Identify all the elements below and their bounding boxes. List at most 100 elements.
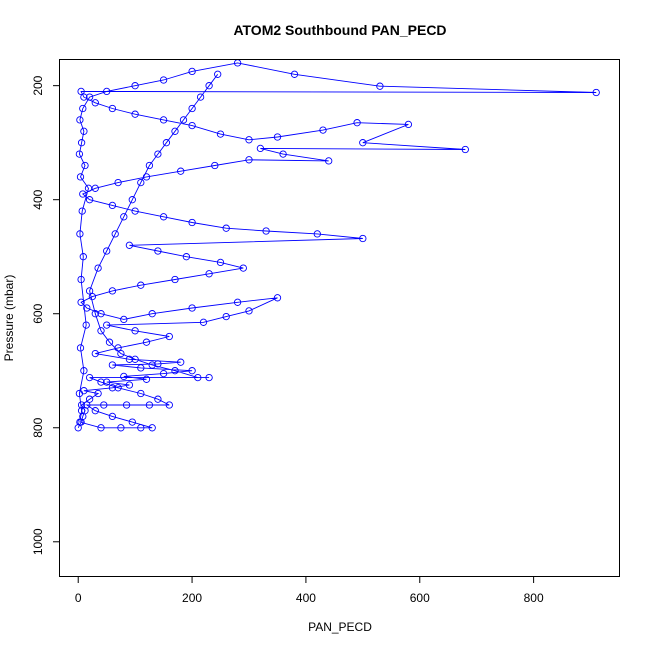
data-point: [120, 213, 128, 221]
data-point: [108, 201, 117, 210]
data-point: [216, 258, 225, 267]
data-point: [233, 298, 242, 306]
data-point: [154, 150, 162, 158]
data-point: [80, 127, 88, 135]
x-tick-label: 800: [524, 591, 544, 605]
data-point: [245, 307, 253, 315]
data-point: [103, 247, 111, 255]
data-point: [188, 304, 196, 312]
data-point: [171, 275, 179, 284]
data-point: [91, 407, 99, 415]
y-tick-label: 800: [31, 417, 45, 437]
data-point: [359, 139, 367, 147]
data-point: [77, 275, 85, 284]
data-point: [245, 136, 253, 144]
y-tick-label: 1000: [31, 528, 45, 555]
data-point: [78, 207, 86, 215]
data-point: [91, 99, 99, 107]
data-point: [205, 82, 213, 90]
data-point: [108, 104, 117, 113]
data-point: [103, 378, 111, 386]
data-point: [117, 349, 125, 358]
data-point: [145, 161, 154, 170]
data-point: [80, 367, 88, 375]
data-point: [404, 120, 413, 129]
data-point: [154, 395, 162, 403]
data-point: [214, 70, 222, 78]
data-point: [76, 418, 84, 426]
data-point: [105, 338, 114, 346]
data-point: [279, 150, 287, 158]
data-point: [145, 401, 154, 409]
y-axis: 200 400 600 800 1000: [31, 75, 60, 555]
x-tick-label: 600: [410, 591, 430, 605]
data-point: [97, 424, 105, 432]
data-point: [171, 127, 179, 135]
data-point: [76, 344, 85, 352]
y-axis-label: Pressure (mbar): [2, 275, 16, 362]
data-point: [188, 121, 196, 130]
series-line: [77, 62, 597, 429]
data-point: [137, 364, 145, 372]
data-point: [94, 264, 102, 272]
y-tick-label: 600: [31, 303, 45, 323]
data-point: [79, 190, 87, 198]
data-point: [85, 395, 94, 403]
data-point: [80, 93, 88, 101]
data-point: [114, 344, 122, 352]
data-point: [205, 373, 213, 382]
data-point: [177, 167, 185, 175]
data-point: [137, 424, 145, 432]
data-point: [108, 287, 117, 295]
x-tick-label: 400: [296, 591, 316, 605]
data-point: [188, 218, 196, 227]
data-point: [77, 298, 85, 306]
data-point: [182, 253, 191, 261]
data-point: [205, 270, 213, 278]
y-tick-label: 200: [31, 75, 45, 95]
data-point: [188, 367, 196, 375]
data-point: [131, 355, 139, 363]
data-point: [76, 116, 84, 124]
data-point: [461, 145, 469, 154]
data-point: [97, 378, 105, 386]
data-point: [233, 60, 242, 67]
data-point: [262, 227, 270, 235]
data-point: [131, 82, 139, 90]
data-point: [137, 389, 145, 398]
data-point: [177, 358, 185, 366]
data-point: [359, 234, 367, 243]
data-point: [159, 213, 168, 221]
data-point: [77, 407, 86, 415]
data-point: [84, 184, 93, 192]
data-point: [103, 87, 111, 96]
data-point: [194, 373, 202, 382]
data-point: [125, 381, 134, 389]
data-point: [319, 126, 327, 134]
data-point: [108, 384, 117, 392]
data-point: [142, 375, 151, 383]
data-point: [148, 361, 156, 369]
data-point: [325, 157, 333, 165]
data-point: [353, 119, 361, 127]
data-point: [376, 82, 384, 90]
data-point: [290, 70, 299, 78]
data-point: [222, 312, 230, 321]
data-point: [83, 401, 91, 409]
data-point: [196, 93, 205, 101]
data-point: [108, 412, 117, 421]
data-point: [117, 424, 125, 432]
data-point: [273, 294, 282, 302]
data-point: [159, 76, 168, 84]
data-point: [85, 287, 94, 295]
data-point: [131, 207, 139, 215]
data-point: [83, 304, 91, 312]
data-point: [131, 327, 139, 335]
data-point: [76, 230, 84, 238]
data-point: [81, 161, 89, 170]
data-point: [76, 173, 85, 181]
data-point: [91, 310, 99, 318]
data-point: [199, 318, 208, 326]
